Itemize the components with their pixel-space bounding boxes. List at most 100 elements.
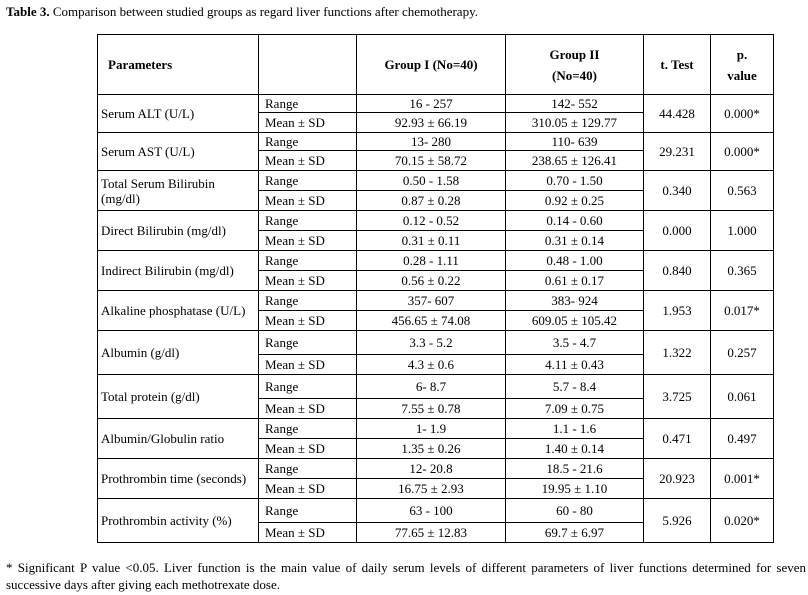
table-row: Alkaline phosphatase (U/L) Range 357- 607 3… <box>97 290 774 331</box>
group2-range: 383- 924 <box>505 290 644 311</box>
group1-mean-sd: 1.35 ± 0.26 <box>356 438 506 459</box>
table-row: Prothrombin time (seconds) Range 12- 20.8 1… <box>97 458 774 499</box>
range-label: Range <box>258 290 357 311</box>
header-group2-line2: (No=40) <box>552 67 597 83</box>
group1-range: 6- 8.7 <box>356 374 506 399</box>
header-pvalue-line2: value <box>727 67 757 83</box>
p-value: 1.000 <box>710 210 774 251</box>
header-group2: Group II (No=40) <box>505 34 644 95</box>
group1-range: 3.3 - 5.2 <box>356 330 506 355</box>
range-label: Range <box>258 210 357 231</box>
liver-function-table: Parameters Group I (No=40) Group II (No=… <box>97 34 774 543</box>
group1-range: 0.12 - 0.52 <box>356 210 506 231</box>
t-test-value: 1.322 <box>643 330 711 375</box>
table-row: Serum AST (U/L) Range 13- 280 110- 639 29.23… <box>97 132 774 171</box>
group2-range: 1.1 - 1.6 <box>505 418 644 439</box>
footnote: * Significant P value <0.05. Liver funct… <box>6 560 806 592</box>
table-row: Mean ± SD 70.15 ± 58.72 238.65 ± 126.41 <box>98 150 774 171</box>
group2-mean-sd: 69.7 ± 6.97 <box>505 522 644 543</box>
table-row: Mean ± SD 7.55 ± 0.78 7.09 ± 0.75 <box>98 398 774 419</box>
range-label: Range <box>258 498 357 523</box>
group2-range: 3.5 - 4.7 <box>505 330 644 355</box>
group1-mean-sd: 0.31 ± 0.11 <box>356 230 506 251</box>
group1-mean-sd: 0.87 ± 0.28 <box>356 190 506 211</box>
header-pvalue-line1: p. <box>736 46 748 62</box>
group1-range: 0.50 - 1.58 <box>356 170 506 191</box>
header-pvalue: p. value <box>710 34 774 95</box>
group1-mean-sd: 7.55 ± 0.78 <box>356 398 506 419</box>
mean-sd-label: Mean ± SD <box>258 438 357 459</box>
group2-mean-sd: 310.05 ± 129.77 <box>505 112 644 133</box>
group2-range: 0.14 - 0.60 <box>505 210 644 231</box>
mean-sd-label: Mean ± SD <box>258 478 357 499</box>
parameter-name: Prothrombin time (seconds) <box>97 458 259 499</box>
group1-mean-sd: 16.75 ± 2.93 <box>356 478 506 499</box>
parameter-name: Total Serum Bilirubin (mg/dl) <box>97 170 259 211</box>
group1-mean-sd: 77.65 ± 12.83 <box>356 522 506 543</box>
table-row: Mean ± SD 77.65 ± 12.83 69.7 ± 6.97 <box>98 522 774 543</box>
header-parameters: Parameters <box>97 34 259 95</box>
table-caption: Table 3. Comparison between studied grou… <box>6 4 478 20</box>
table-row: Total Serum Bilirubin (mg/dl) Range 0.50 -… <box>97 170 774 211</box>
header-row: Parameters Group I (No=40) Group II (No=… <box>97 34 774 95</box>
group2-mean-sd: 0.31 ± 0.14 <box>505 230 644 251</box>
group1-mean-sd: 456.65 ± 74.08 <box>356 310 506 331</box>
mean-sd-label: Mean ± SD <box>258 354 357 375</box>
group1-range: 12- 20.8 <box>356 458 506 479</box>
t-test-value: 1.953 <box>643 290 711 331</box>
t-test-value: 0.000 <box>643 210 711 251</box>
p-value: 0.563 <box>710 170 774 211</box>
range-label: Range <box>258 374 357 399</box>
t-test-value: 3.725 <box>643 374 711 419</box>
group2-range: 0.48 - 1.00 <box>505 250 644 271</box>
range-label: Range <box>258 132 357 151</box>
p-value: 0.020* <box>710 498 774 543</box>
table-row: Indirect Bilirubin (mg/dl) Range 0.28 - 1.… <box>97 250 774 291</box>
mean-sd-label: Mean ± SD <box>258 190 357 211</box>
group2-mean-sd: 7.09 ± 0.75 <box>505 398 644 419</box>
group1-mean-sd: 70.15 ± 58.72 <box>356 150 506 171</box>
table-row: Mean ± SD 456.65 ± 74.08 609.05 ± 105.42 <box>98 310 774 331</box>
p-value: 0.001* <box>710 458 774 499</box>
table-body: Serum ALT (U/L) Range 16 - 257 142- 552 44.4… <box>97 94 774 543</box>
table-row: Total protein (g/dl) Range 6- 8.7 5.7 - 8.4… <box>97 374 774 419</box>
t-test-value: 29.231 <box>643 132 711 171</box>
p-value: 0.061 <box>710 374 774 419</box>
range-label: Range <box>258 418 357 439</box>
group1-mean-sd: 0.56 ± 0.22 <box>356 270 506 291</box>
group1-mean-sd: 4.3 ± 0.6 <box>356 354 506 375</box>
caption-text: Comparison between studied groups as reg… <box>49 4 478 19</box>
t-test-value: 0.340 <box>643 170 711 211</box>
group2-range: 0.70 - 1.50 <box>505 170 644 191</box>
t-test-value: 0.840 <box>643 250 711 291</box>
table-row: Mean ± SD 0.31 ± 0.11 0.31 ± 0.14 <box>98 230 774 251</box>
group2-range: 110- 639 <box>505 132 644 151</box>
group2-mean-sd: 609.05 ± 105.42 <box>505 310 644 331</box>
header-group2-line1: Group II <box>549 46 600 62</box>
range-label: Range <box>258 250 357 271</box>
table-row: Prothrombin activity (%) Range 63 - 100 60 … <box>97 498 774 543</box>
p-value: 0.497 <box>710 418 774 459</box>
mean-sd-label: Mean ± SD <box>258 230 357 251</box>
group2-mean-sd: 0.61 ± 0.17 <box>505 270 644 291</box>
parameter-name: Prothrombin activity (%) <box>97 498 259 543</box>
table-row: Mean ± SD 0.56 ± 0.22 0.61 ± 0.17 <box>98 270 774 291</box>
header-stat-blank <box>258 34 357 95</box>
t-test-value: 5.926 <box>643 498 711 543</box>
group1-range: 13- 280 <box>356 132 506 151</box>
range-label: Range <box>258 94 357 113</box>
group2-mean-sd: 1.40 ± 0.14 <box>505 438 644 459</box>
group2-range: 5.7 - 8.4 <box>505 374 644 399</box>
t-test-value: 44.428 <box>643 94 711 133</box>
mean-sd-label: Mean ± SD <box>258 270 357 291</box>
parameter-name: Indirect Bilirubin (mg/dl) <box>97 250 259 291</box>
mean-sd-label: Mean ± SD <box>258 112 357 133</box>
caption-label: Table 3. <box>6 4 50 19</box>
parameter-name: Albumin/Globulin ratio <box>97 418 259 459</box>
p-value: 0.017* <box>710 290 774 331</box>
table-row: Albumin/Globulin ratio Range 1- 1.9 1.1 - 1… <box>97 418 774 459</box>
header-group1: Group I (No=40) <box>356 34 506 95</box>
mean-sd-label: Mean ± SD <box>258 398 357 419</box>
t-test-value: 20.923 <box>643 458 711 499</box>
table-row: Albumin (g/dl) Range 3.3 - 5.2 3.5 - 4.7 1.3… <box>97 330 774 375</box>
